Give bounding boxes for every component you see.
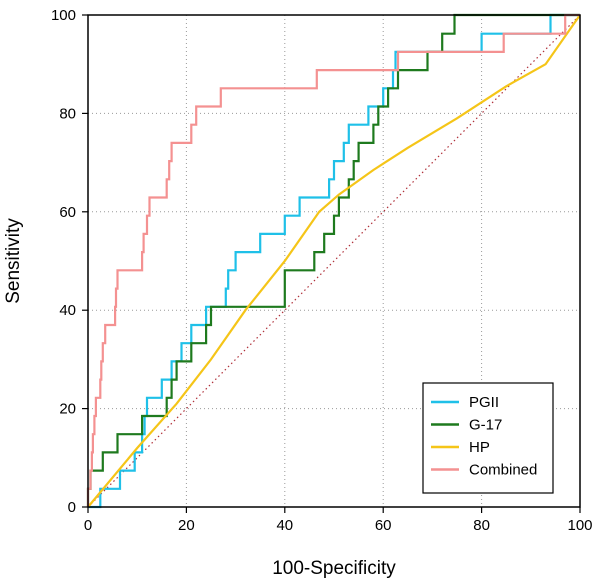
legend-label: HP bbox=[469, 439, 490, 456]
series-line-pgii bbox=[88, 13, 580, 509]
legend-label: G-17 bbox=[469, 417, 502, 434]
plot-frame bbox=[87, 14, 581, 508]
x-tick-label: 60 bbox=[375, 517, 392, 534]
y-tick-label: 80 bbox=[59, 105, 76, 122]
y-tick-label: 0 bbox=[68, 499, 76, 516]
diagonal-reference-line bbox=[87, 14, 581, 508]
legend: PGII G-17 HP Combined bbox=[422, 382, 554, 494]
y-tick-label: 100 bbox=[51, 7, 76, 24]
diagonal-line bbox=[87, 14, 581, 508]
y-tick-label: 60 bbox=[59, 204, 76, 221]
x-axis-title: 100-Specificity bbox=[272, 558, 396, 579]
x-tick-label: 0 bbox=[84, 517, 92, 534]
x-tick-label: 20 bbox=[178, 517, 195, 534]
x-tick-label: 100 bbox=[567, 517, 592, 534]
y-axis-title: Sensitivity bbox=[3, 218, 24, 304]
y-tick-label: 40 bbox=[59, 302, 76, 319]
legend-label: PGII bbox=[469, 394, 499, 411]
legend-label: Combined bbox=[469, 462, 537, 479]
axis-ticks: 0 20 40 60 80 100 0 20 40 60 80 100 bbox=[51, 7, 593, 534]
series-line-g-17 bbox=[86, 13, 580, 507]
y-tick-label: 20 bbox=[59, 401, 76, 418]
x-tick-label: 40 bbox=[276, 517, 293, 534]
series-lines bbox=[86, 13, 581, 509]
series-line-hp bbox=[87, 14, 581, 508]
series-line-combined bbox=[86, 13, 580, 507]
x-tick-label: 80 bbox=[473, 517, 490, 534]
legend-box bbox=[422, 382, 554, 494]
